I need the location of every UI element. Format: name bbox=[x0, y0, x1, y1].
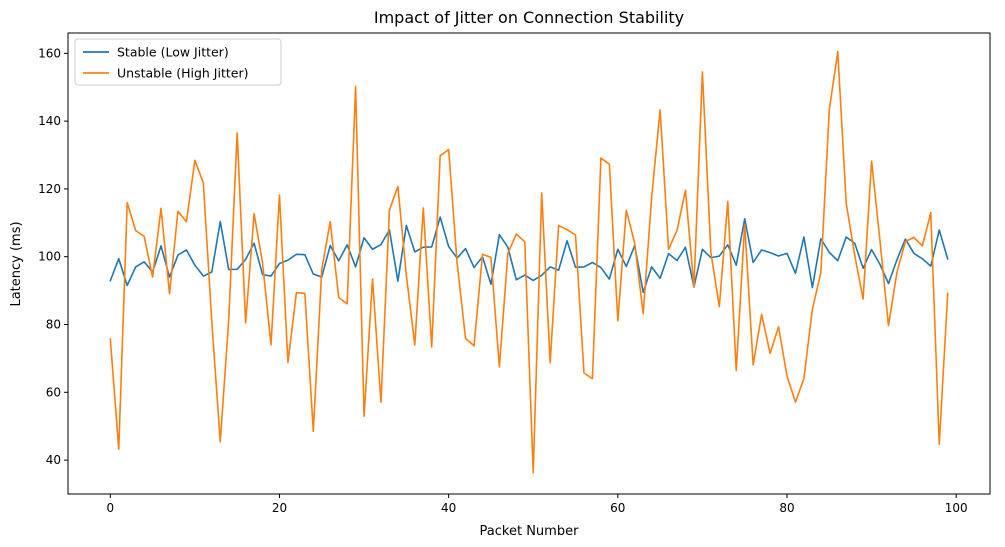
legend-box bbox=[74, 38, 282, 86]
y-tick-label: 120 bbox=[38, 182, 61, 196]
legend-label-stable: Stable (Low Jitter) bbox=[117, 45, 229, 60]
x-tick-label: 40 bbox=[441, 501, 456, 515]
x-tick-label: 60 bbox=[610, 501, 625, 515]
y-tick-label: 60 bbox=[46, 385, 61, 399]
x-axis-label: Packet Number bbox=[480, 524, 580, 539]
y-tick-label: 160 bbox=[38, 46, 61, 60]
y-tick-label: 40 bbox=[46, 453, 61, 467]
legend-label-unstable: Unstable (High Jitter) bbox=[117, 66, 248, 81]
x-axis: 0 20 40 60 80 100 bbox=[106, 494, 968, 515]
series-line-stable bbox=[109, 216, 949, 294]
legend: Stable (Low Jitter) Unstable (High Jitter… bbox=[74, 38, 282, 86]
y-axis: 40 60 80 100 120 140 160 bbox=[38, 46, 68, 467]
y-tick-label: 80 bbox=[46, 318, 61, 332]
y-tick-label: 100 bbox=[38, 250, 61, 264]
plot-area bbox=[67, 32, 991, 495]
y-tick-label: 140 bbox=[38, 114, 61, 128]
x-tick-label: 0 bbox=[106, 501, 114, 515]
plot-frame bbox=[67, 32, 991, 495]
x-tick-label: 20 bbox=[272, 501, 287, 515]
y-axis-label: Latency (ms) bbox=[9, 221, 24, 306]
series-line-unstable bbox=[109, 50, 949, 474]
x-tick-label: 100 bbox=[945, 501, 968, 515]
x-tick-label: 80 bbox=[779, 501, 794, 515]
chart-title: Impact of Jitter on Connection Stability bbox=[374, 8, 684, 27]
